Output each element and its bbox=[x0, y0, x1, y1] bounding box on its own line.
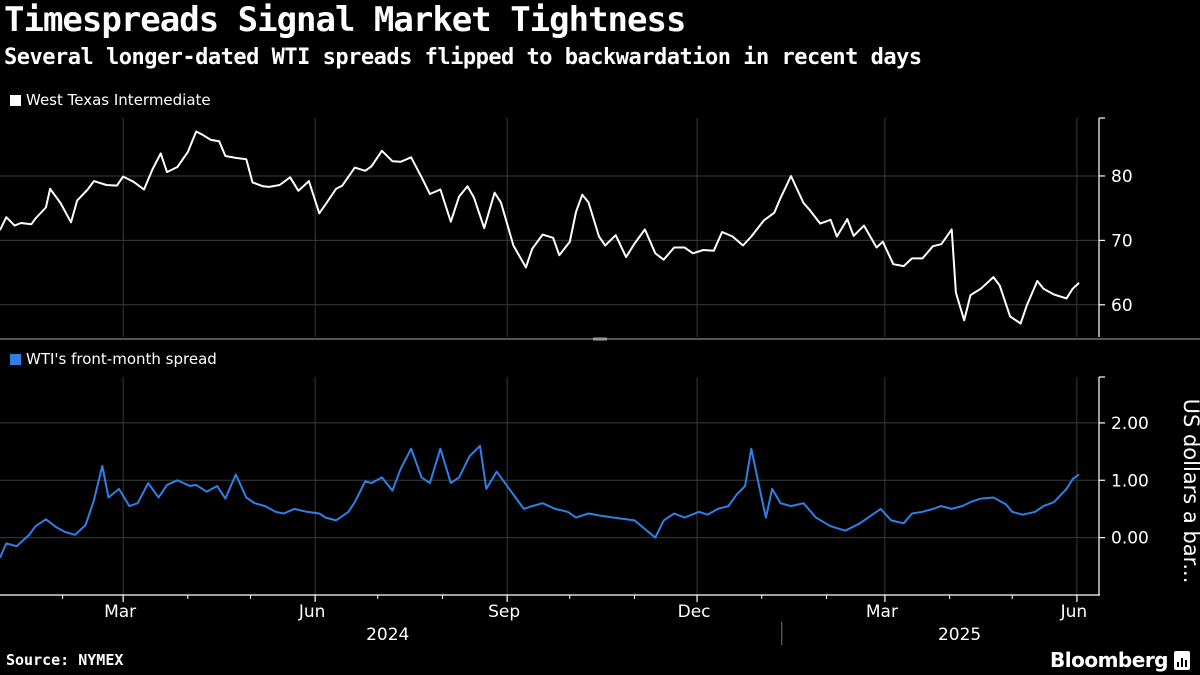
x-tick-label: Sep bbox=[488, 602, 520, 622]
legend-swatch-spread bbox=[10, 353, 21, 365]
x-tick-label: Jun bbox=[1060, 602, 1088, 622]
x-tick-label: Jun bbox=[298, 602, 326, 622]
bloomberg-terminal-icon bbox=[1174, 650, 1190, 670]
chart-subtitle: Several longer-dated WTI spreads flipped… bbox=[4, 45, 922, 70]
wti-price-line bbox=[0, 130, 1080, 325]
y-tick-label: 1.00 bbox=[1111, 471, 1149, 491]
x-year-label: 2025 bbox=[938, 625, 981, 645]
y-tick-label: 80 bbox=[1111, 167, 1133, 187]
x-year-label: 2024 bbox=[366, 625, 409, 645]
legend-wti: West Texas Intermediate bbox=[10, 91, 211, 109]
legend-swatch-wti bbox=[10, 94, 21, 106]
x-tick-label: Mar bbox=[104, 602, 136, 622]
source-note: Source: NYMEX bbox=[6, 651, 124, 669]
x-tick-label: Dec bbox=[678, 602, 711, 622]
brand-name: Bloomberg bbox=[1050, 648, 1168, 672]
x-tick-label: Mar bbox=[866, 602, 898, 622]
front-month-spread-line bbox=[0, 444, 1080, 559]
y-axis-title: US dollars a bar... bbox=[1179, 399, 1200, 584]
legend-spread: WTI's front-month spread bbox=[10, 350, 217, 368]
y-tick-label: 70 bbox=[1111, 231, 1133, 251]
legend-label-wti: West Texas Intermediate bbox=[26, 91, 211, 109]
bloomberg-logo: Bloomberg bbox=[1050, 648, 1190, 672]
legend-label-spread: WTI's front-month spread bbox=[26, 350, 217, 368]
y-tick-label: 2.00 bbox=[1111, 414, 1149, 434]
chart-title: Timespreads Signal Market Tightness bbox=[4, 0, 686, 40]
y-tick-label: 0.00 bbox=[1111, 529, 1149, 549]
y-tick-label: 60 bbox=[1111, 296, 1133, 316]
